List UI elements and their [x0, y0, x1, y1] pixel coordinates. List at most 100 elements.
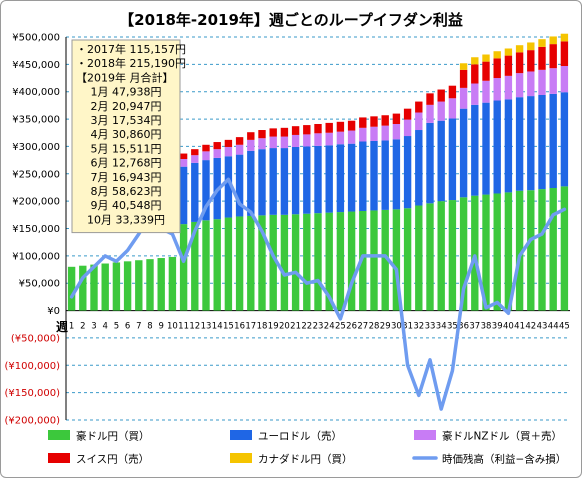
- bar-segment: [269, 128, 277, 137]
- bar-segment: [560, 186, 569, 311]
- legend-label: スイス円（売）: [76, 453, 149, 466]
- bar-segment: [392, 123, 401, 140]
- bar-segment: [291, 214, 300, 311]
- bar-segment: [370, 126, 378, 141]
- bar-segment: [538, 189, 546, 311]
- bar-segment: [280, 148, 289, 215]
- y-tick-label: ¥300,000: [12, 142, 60, 153]
- bar-segment: [560, 41, 569, 66]
- bar-segment: [235, 144, 244, 155]
- x-tick-label: 32: [413, 322, 424, 332]
- x-tick-label: 22: [301, 322, 312, 332]
- x-tick-label: 2: [80, 322, 85, 332]
- bar-segment: [437, 201, 445, 311]
- bar-segment: [359, 117, 367, 128]
- bar-segment: [314, 133, 322, 146]
- bar-segment: [258, 130, 266, 139]
- y-tick-label: ¥50,000: [19, 279, 60, 290]
- bar-segment: [258, 215, 266, 311]
- annotation-line: 7月 16,943円: [91, 171, 162, 184]
- bar-segment: [303, 125, 311, 135]
- bar-segment: [123, 261, 132, 311]
- bar-segment: [538, 46, 546, 70]
- legend-swatch: [48, 430, 70, 440]
- x-tick-label: 5: [114, 322, 119, 332]
- bar-segment: [291, 126, 300, 135]
- bar-segment: [403, 119, 412, 137]
- x-tick-label: 38: [481, 322, 492, 332]
- bar-segment: [191, 155, 199, 163]
- bar-segment: [403, 136, 412, 209]
- bar-segment: [303, 213, 311, 311]
- bar-segment: [370, 210, 378, 311]
- bar-segment: [314, 213, 322, 311]
- bar-segment: [426, 93, 434, 105]
- x-tick-label: 25: [335, 322, 346, 332]
- x-tick-label: 14: [212, 322, 223, 332]
- bar-segment: [415, 101, 423, 113]
- x-tick-label: 17: [245, 322, 256, 332]
- x-tick-label: 7: [136, 322, 141, 332]
- x-tick-label: 30: [391, 322, 402, 332]
- y-tick-label: ¥0: [47, 306, 60, 317]
- bar-segment: [482, 194, 490, 311]
- bar-segment: [515, 73, 524, 98]
- bar-segment: [291, 146, 300, 215]
- x-tick-label: 3: [91, 322, 96, 332]
- bar-segment: [482, 80, 490, 103]
- bar-segment: [504, 192, 513, 311]
- x-tick-label: 6: [125, 322, 130, 332]
- x-tick-label: 11: [178, 322, 189, 332]
- bar-segment: [79, 265, 87, 311]
- bar-segment: [504, 99, 513, 193]
- y-tick-label: ¥450,000: [12, 60, 60, 71]
- bar-segment: [370, 140, 378, 211]
- bar-segment: [213, 219, 221, 311]
- bar-segment: [448, 85, 457, 99]
- x-tick-label: 10: [167, 322, 178, 332]
- bar-segment: [403, 108, 412, 120]
- y-tick-label: (¥50,000): [11, 333, 60, 344]
- bar-segment: [359, 210, 367, 311]
- bar-segment: [381, 125, 389, 141]
- bar-segment: [336, 121, 345, 132]
- bar-segment: [493, 193, 501, 311]
- bar-segment: [90, 264, 98, 311]
- bar-segment: [280, 214, 289, 311]
- legend-swatch: [230, 453, 252, 463]
- bar-segment: [336, 131, 345, 145]
- bar-segment: [415, 112, 423, 131]
- bar-segment: [471, 104, 479, 196]
- bar-segment: [527, 42, 535, 51]
- x-tick-label: 20: [279, 322, 290, 332]
- legend-swatch: [48, 453, 70, 463]
- bar-segment: [347, 211, 356, 311]
- bar-segment: [191, 149, 199, 156]
- bar-segment: [448, 200, 457, 311]
- bar-segment: [247, 150, 255, 216]
- x-tick-label: 41: [514, 322, 525, 332]
- bars: [67, 33, 569, 311]
- bar-segment: [224, 156, 233, 218]
- annotation-line: 3月 17,534円: [91, 114, 162, 127]
- x-tick-label: 1: [69, 322, 74, 332]
- bar-segment: [392, 113, 401, 124]
- annotation-line: 9月 40,548円: [91, 199, 162, 212]
- bar-segment: [224, 139, 233, 147]
- bar-segment: [515, 52, 524, 74]
- bar-segment: [459, 69, 468, 88]
- bar-segment: [202, 160, 210, 221]
- bar-segment: [247, 215, 255, 311]
- bar-segment: [515, 45, 524, 53]
- bar-segment: [527, 96, 535, 191]
- bar-segment: [303, 146, 311, 214]
- x-tick-label: 37: [469, 322, 480, 332]
- annotation-line: 5月 15,511円: [91, 142, 162, 155]
- bar-segment: [471, 57, 479, 65]
- bar-segment: [314, 123, 322, 134]
- bar-segment: [67, 266, 76, 311]
- bar-segment: [504, 55, 513, 76]
- bar-segment: [381, 209, 389, 311]
- bar-segment: [280, 136, 289, 149]
